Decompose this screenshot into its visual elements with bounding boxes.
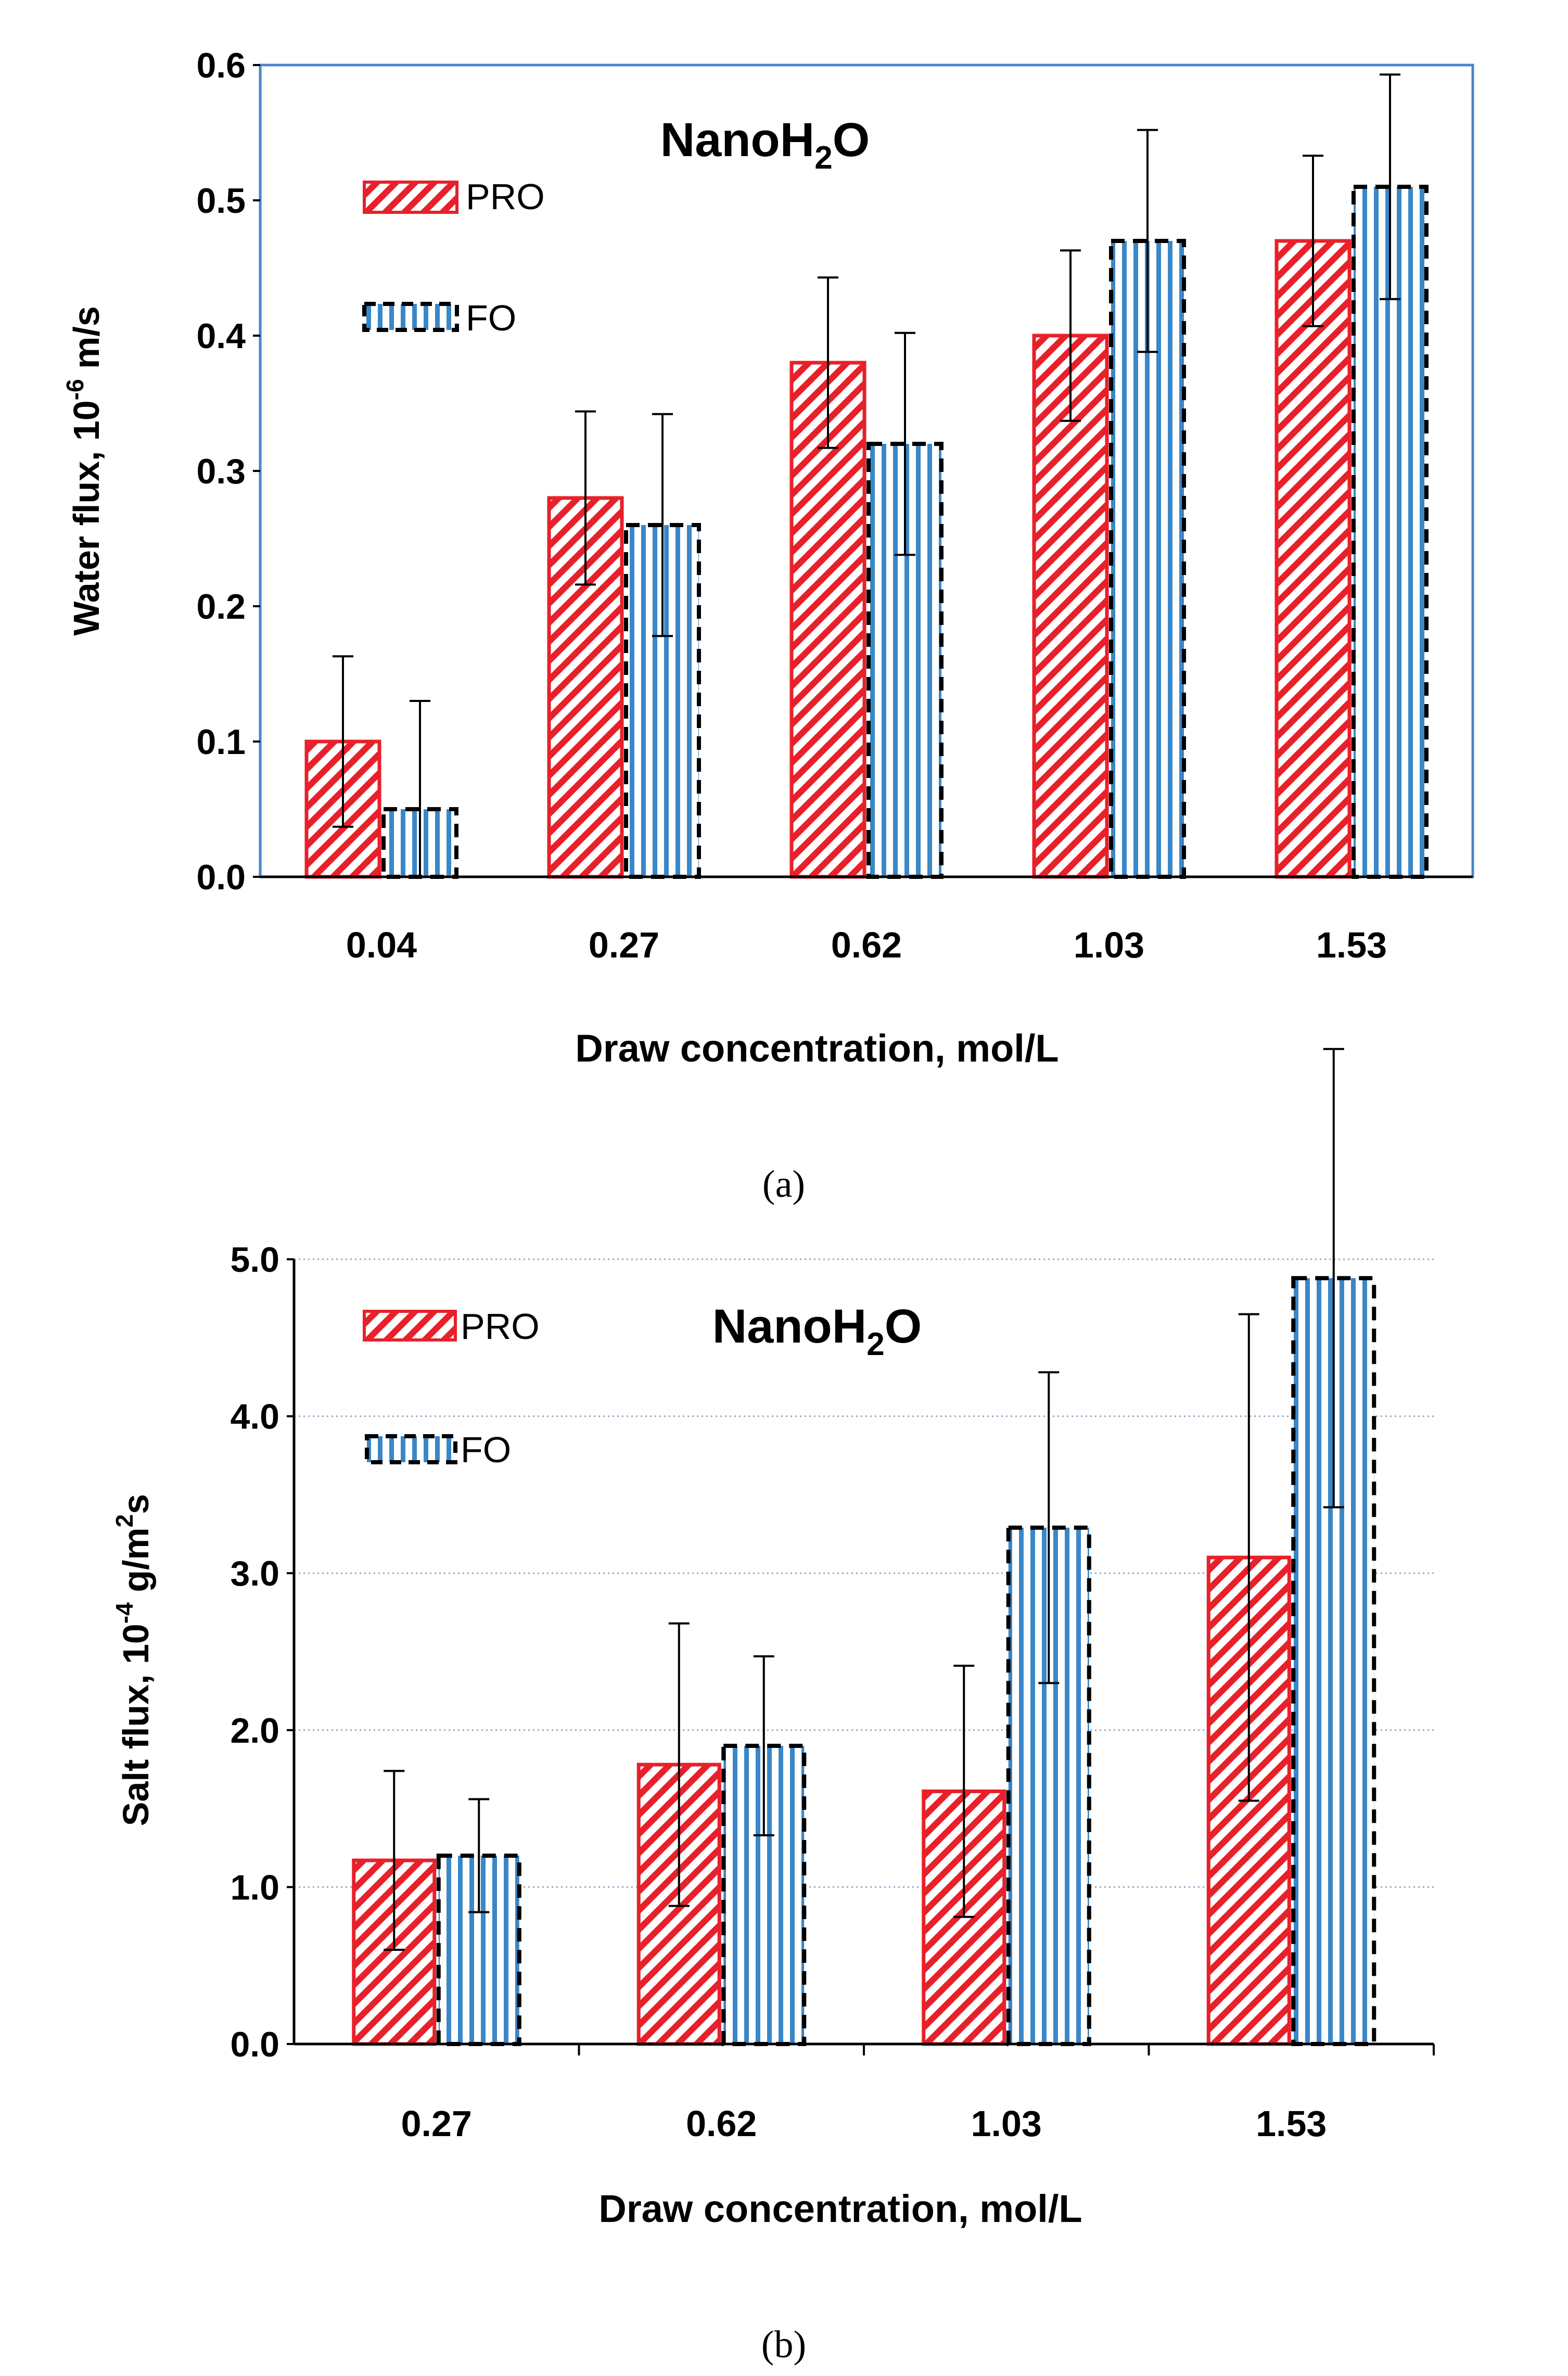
legend-label-pro: PRO (461, 1306, 540, 1347)
bars (260, 73, 1473, 879)
legend-swatch-pro (363, 181, 458, 214)
y-tick-label: 2.0 (230, 1711, 279, 1751)
bar-fo (1352, 185, 1429, 879)
y-tick-label: 0.4 (196, 316, 246, 356)
y-tick-label: 1.0 (230, 1868, 279, 1907)
legend-label-pro: PRO (466, 176, 545, 217)
y-tick-label: 0.5 (196, 181, 246, 221)
x-tick-label: 0.62 (686, 2103, 757, 2144)
x-tick-label: 0.62 (831, 925, 902, 965)
chart-title: NanoH2O (660, 113, 870, 176)
legend-swatch-fo (362, 302, 459, 332)
caption-a: (a) (762, 1163, 805, 1206)
x-tick-labels: 0.27 0.62 1.03 1.53 (401, 2044, 1435, 2144)
x-axis-label: Draw concentration, mol/L (575, 1027, 1059, 1070)
chart-panel-a: 0.0 0.1 0.2 0.3 0.4 0.5 0.6 0.04 0.27 0.62 1.03 1.… (61, 46, 1474, 1206)
y-tick-label: 0.0 (230, 2025, 279, 2064)
x-tick-label: 1.53 (1316, 925, 1387, 965)
y-tick-label: 0.2 (196, 587, 246, 627)
chart-panel-b: 0.0 1.0 2.0 3.0 4.0 5.0 0.27 0.62 1.03 1.53 Nano… (111, 1048, 1435, 2366)
x-tick-label: 1.53 (1256, 2103, 1327, 2144)
bar-pro (1032, 334, 1109, 879)
y-tick-label: 4.0 (230, 1397, 279, 1437)
legend-swatch-fo (365, 1434, 457, 1464)
bar-pro (1274, 239, 1352, 879)
y-tick-label: 0.1 (196, 722, 246, 762)
y-tick-labels: 0.0 0.1 0.2 0.3 0.4 0.5 0.6 (196, 46, 260, 897)
y-tick-label: 0.6 (196, 46, 246, 85)
x-tick-label: 0.27 (589, 925, 659, 965)
y-tick-label: 3.0 (230, 1554, 279, 1593)
x-axis-label: Draw concentration, mol/L (598, 2187, 1082, 2230)
x-tick-label: 0.04 (346, 925, 417, 965)
legend: PRO FO (362, 176, 545, 338)
x-tick-label: 1.03 (1074, 925, 1144, 965)
x-tick-label: 0.27 (401, 2103, 472, 2144)
y-tick-label: 5.0 (230, 1240, 279, 1280)
x-tick-labels: 0.04 0.27 0.62 1.03 1.53 (346, 925, 1387, 965)
y-axis-label: Salt flux, 10-4 g/m2s (111, 1494, 156, 1826)
y-axis-label: Water flux, 10-6 m/s (61, 306, 107, 636)
legend-label-fo: FO (461, 1429, 511, 1470)
y-tick-labels: 0.0 1.0 2.0 3.0 4.0 5.0 (230, 1240, 294, 2064)
legend-label-fo: FO (466, 298, 516, 338)
y-tick-label: 0.3 (196, 452, 246, 491)
legend: PRO FO (363, 1306, 540, 1470)
legend-swatch-pro (363, 1310, 457, 1342)
x-tick-label: 1.03 (971, 2103, 1042, 2144)
y-tick-label: 0.0 (196, 858, 246, 897)
bars (352, 1048, 1376, 2047)
caption-b: (b) (761, 2323, 806, 2366)
chart-title: NanoH2O (712, 1300, 922, 1362)
